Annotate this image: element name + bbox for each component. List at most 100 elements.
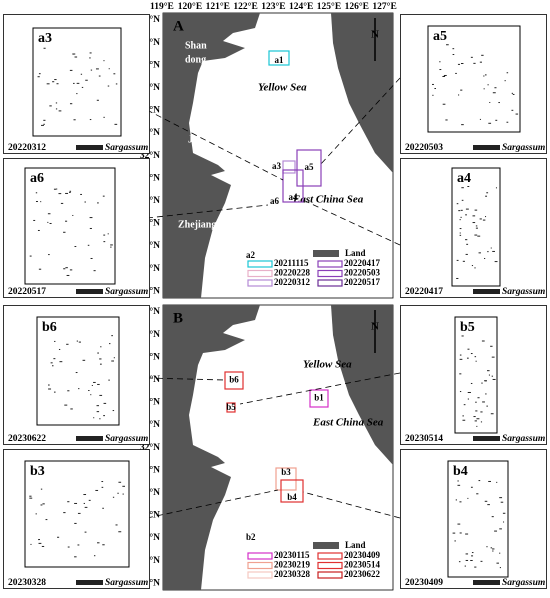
- sargassum-speck: [99, 418, 101, 420]
- sargassum-speck: [457, 523, 461, 525]
- sargassum-speck: [491, 516, 494, 518]
- sargassum-speck: [38, 538, 40, 540]
- land: [163, 305, 260, 590]
- scale-bar: [76, 436, 103, 441]
- lat-label: 33°N: [140, 127, 160, 138]
- sargassum-speck: [468, 391, 471, 393]
- sargassum-speck: [115, 524, 118, 526]
- legend-land-swatch: [313, 250, 339, 257]
- legend-swatch: [317, 269, 343, 278]
- sargassum-speck: [471, 555, 474, 557]
- sargassum-speck: [103, 402, 107, 404]
- sargassum-speck: [458, 561, 461, 563]
- sargassum-speck: [491, 356, 495, 358]
- sargassum-speck: [492, 250, 495, 252]
- lon-label: 124°E: [289, 1, 313, 12]
- place-label: Zhejiang: [178, 219, 216, 230]
- sargassum-speck: [484, 500, 488, 502]
- sargassum-speck: [63, 268, 66, 270]
- legend-date: 20211115: [274, 258, 309, 268]
- region-label: b5: [226, 402, 236, 412]
- legend-swatch: [317, 561, 343, 570]
- lat-label: 35°N: [140, 82, 160, 93]
- panel-date: 20220517: [8, 287, 46, 297]
- sargassum-speck: [96, 411, 100, 413]
- sargassum-speck: [442, 103, 446, 105]
- place-label: Shan: [185, 40, 207, 51]
- sargassum-speck: [102, 507, 104, 509]
- sargassum-speck: [48, 384, 50, 386]
- region-label: b6: [229, 375, 239, 385]
- sargassum-speck: [459, 354, 462, 356]
- connector: [302, 491, 401, 519]
- place-label: dong: [185, 54, 206, 65]
- panel-label: b5: [460, 320, 475, 335]
- sargassum-speck: [96, 99, 99, 101]
- sargassum-speck: [475, 410, 478, 412]
- sargassum-speck: [110, 244, 113, 246]
- sargassum-speck: [69, 269, 73, 271]
- panel-date: 20230622: [8, 434, 46, 444]
- sargassum-speck: [65, 220, 68, 222]
- sargassum-speck: [73, 82, 75, 84]
- sargassum-speck: [69, 103, 73, 105]
- sargassum-speck: [506, 72, 509, 74]
- region-label: a1: [275, 55, 285, 65]
- sargassum-speck: [494, 87, 497, 89]
- sargassum-speck: [67, 546, 70, 548]
- lat-label: 36°N: [140, 351, 160, 362]
- sargassum-speck: [483, 75, 485, 77]
- sargassum-speck: [43, 119, 46, 121]
- sargassum-speck: [486, 370, 490, 372]
- sargassum-speck: [470, 486, 473, 488]
- sargassum-speck: [69, 69, 73, 71]
- sargassum-speck: [459, 219, 461, 221]
- sargassum-speck: [99, 363, 102, 365]
- sargassum-speck: [49, 222, 52, 224]
- sargassum-speck: [463, 404, 466, 406]
- sargassum-speck: [41, 124, 44, 126]
- region-label: a6: [270, 196, 280, 206]
- legend-land: Land: [345, 540, 366, 550]
- sargassum-speck: [88, 390, 90, 392]
- sargassum-speck: [69, 190, 72, 192]
- lon-label: 121°E: [206, 1, 230, 12]
- sargassum-speck: [479, 61, 483, 63]
- lat-label: 36°N: [140, 59, 160, 70]
- sargassum-speck: [443, 74, 447, 76]
- region-box: [282, 169, 304, 203]
- sargassum-speck: [492, 550, 494, 552]
- map: 38°N 37°N 36°N 35°N 34°N 33°N 32°N 31°N 30°N 29°N…: [140, 304, 394, 591]
- sargassum-speck: [115, 83, 118, 85]
- sargassum-speck: [37, 76, 40, 78]
- sargassum-speck: [459, 501, 462, 503]
- sargassum-speck: [95, 489, 99, 491]
- region-label: a5: [305, 162, 315, 172]
- land: [163, 13, 260, 298]
- lat-label: 28°N: [140, 532, 160, 543]
- sargassum-speck: [103, 234, 106, 236]
- sargassum-speck: [76, 93, 78, 95]
- sargassum-speck: [455, 499, 458, 501]
- sargassum-speck: [77, 512, 81, 514]
- legend-date: 20220228: [274, 268, 311, 278]
- sargassum-speck: [478, 480, 481, 482]
- lat-label: 31°N: [140, 172, 160, 183]
- sargassum-speck: [484, 257, 486, 259]
- sargassum-speck: [53, 188, 57, 190]
- sargassum-speck: [74, 502, 78, 504]
- sargassum-speck: [38, 73, 41, 75]
- sargassum-speck: [482, 219, 486, 221]
- scale-label: Sargassum: [502, 578, 545, 588]
- sargassum-speck: [462, 419, 466, 421]
- sargassum-speck: [487, 251, 489, 253]
- sargassum-speck: [442, 75, 446, 77]
- sargassum-speck: [43, 47, 46, 49]
- region-label: a3: [272, 161, 282, 171]
- sargassum-speck: [122, 493, 124, 495]
- sargassum-speck: [461, 199, 464, 201]
- sargassum-speck: [467, 391, 470, 393]
- sargassum-speck: [488, 480, 491, 482]
- sargassum-speck: [502, 512, 506, 514]
- sargassum-speck: [65, 267, 68, 269]
